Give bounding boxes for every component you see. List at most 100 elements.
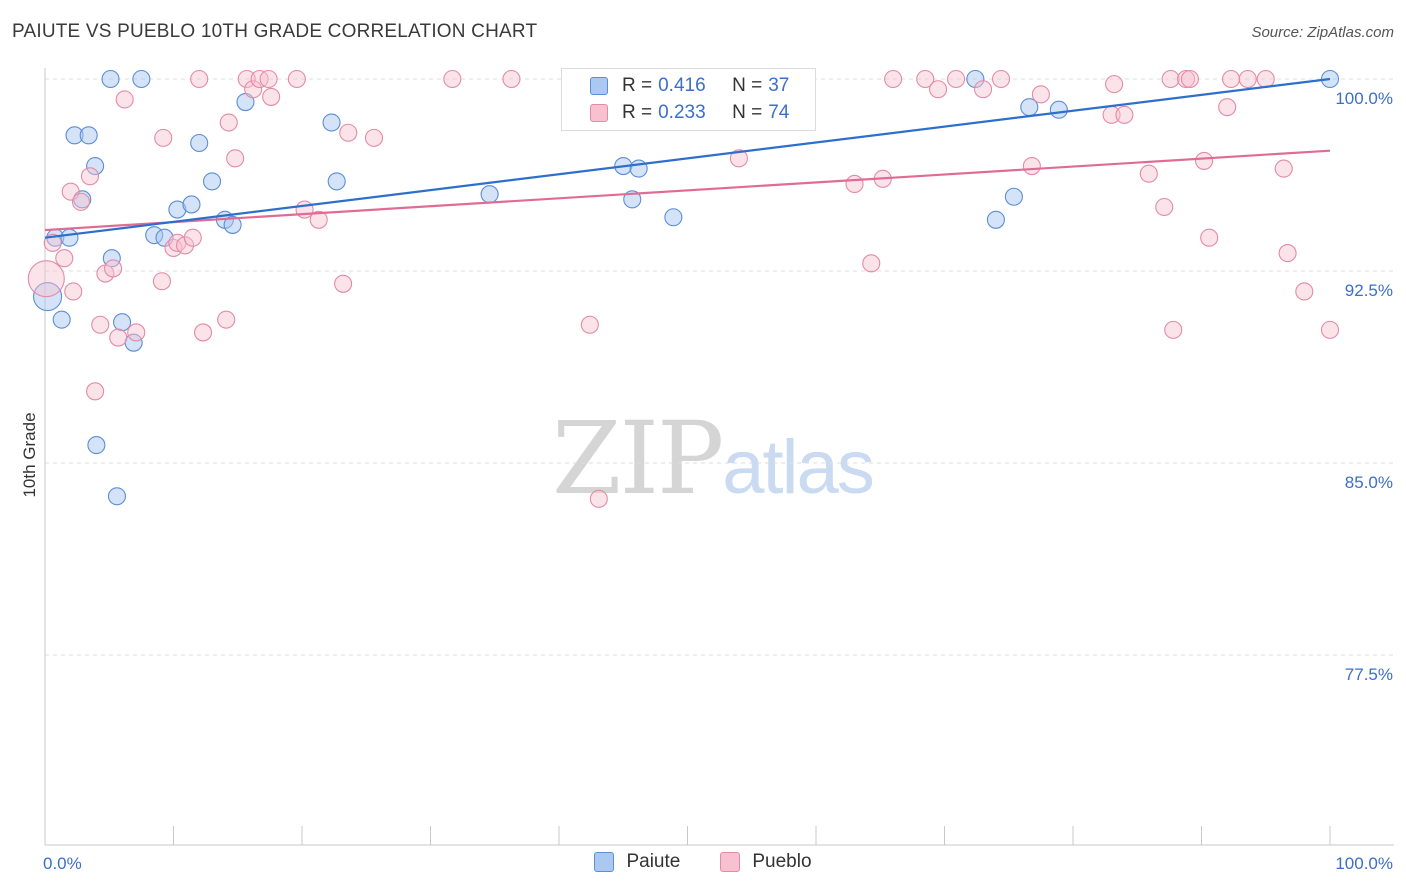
paiute-point (113, 313, 132, 332)
chart-title: PAIUTE VS PUEBLO 10TH GRADE CORRELATION … (12, 21, 538, 42)
pueblo-point (729, 149, 748, 168)
paiute-point (60, 228, 79, 247)
pueblo-r-value: 0.233 (658, 102, 706, 123)
paiute-point (480, 185, 499, 204)
pueblo-point (884, 69, 903, 89)
y-tick-label: 100.0% (1335, 89, 1393, 108)
pueblo-point (104, 259, 123, 278)
pueblo-point (1218, 98, 1237, 117)
x-tick-label-max: 100.0% (1335, 854, 1393, 873)
paiute-point (203, 172, 222, 191)
paiute-legend-label: Paiute (626, 851, 681, 872)
pueblo-point (127, 323, 146, 342)
legend-row-pueblo: R = 0.233 N = 74 (590, 100, 789, 126)
pueblo-point (91, 315, 110, 334)
pueblo-point (309, 210, 328, 229)
paiute-n-label: N = (732, 75, 763, 96)
paiute-swatch (590, 77, 608, 95)
x-tick-label-min: 0.0% (43, 854, 82, 873)
paiute-legend-swatch (594, 852, 615, 872)
paiute-point (87, 436, 106, 455)
paiute-point (322, 113, 341, 132)
paiute-point (107, 487, 127, 506)
paiute-point (52, 310, 71, 329)
pueblo-r-label: R = (622, 102, 653, 123)
pueblo-point (259, 69, 278, 89)
grid-lines (45, 78, 1394, 656)
pueblo-point (845, 174, 864, 194)
paiute-point (327, 172, 346, 191)
pueblo-point (109, 328, 128, 347)
pueblo-point (219, 113, 238, 132)
pueblo-legend-swatch (720, 852, 741, 872)
paiute-point (190, 133, 209, 153)
pueblo-point (217, 310, 236, 329)
pueblo-point (27, 260, 65, 298)
watermark: ZIPatlas (552, 400, 875, 517)
axes (44, 68, 1394, 846)
paiute-n-value: 37 (768, 75, 790, 96)
pueblo-point (55, 249, 74, 268)
y-tick-label: 77.5% (1345, 665, 1393, 684)
watermark-atlas: atlas (722, 425, 875, 510)
legend-row-paiute: R = 0.416 N = 37 (590, 73, 789, 99)
pueblo-point (183, 228, 202, 247)
pueblo-point (973, 80, 993, 99)
pueblo-point (287, 69, 306, 89)
y-tick-label: 92.5% (1345, 281, 1393, 300)
pueblo-point (194, 323, 213, 342)
paiute-r-label: R = (622, 75, 653, 96)
pueblo-point (43, 233, 62, 252)
pueblo-point (916, 69, 935, 89)
pueblo-point (947, 69, 966, 89)
pueblo-point (364, 128, 384, 147)
paiute-r-value: 0.416 (658, 75, 706, 96)
pueblo-point (226, 149, 245, 168)
pueblo-swatch (590, 104, 608, 122)
stats-legend: R = 0.416 N = 37 R = 0.233 N = 74 (561, 68, 816, 131)
pueblo-point (1031, 85, 1050, 104)
pueblo-point (1177, 69, 1196, 89)
paiute-point (86, 156, 105, 176)
paiute-point (79, 126, 98, 145)
pueblo-point (86, 382, 105, 401)
pueblo-point (1022, 156, 1041, 176)
pueblo-point (1115, 105, 1134, 124)
pueblo-point (154, 128, 173, 147)
pueblo-point (1161, 69, 1180, 89)
pueblo-point (443, 69, 462, 89)
paiute-point (223, 215, 242, 234)
paiute-trend-line (44, 77, 1331, 239)
pueblo-point (1164, 320, 1183, 339)
pueblo-point (991, 69, 1011, 89)
paiute-point (986, 210, 1005, 229)
pueblo-point (244, 80, 263, 99)
pueblo-point (176, 236, 195, 255)
watermark-zip: ZIP (552, 400, 724, 517)
paiute-point (1049, 100, 1068, 119)
pueblo-point (1278, 244, 1297, 263)
paiute-point (966, 69, 985, 89)
pueblo-point (1200, 228, 1219, 247)
pueblo-point (334, 274, 353, 293)
y-tick-label: 85.0% (1345, 473, 1393, 492)
trend-lines (44, 77, 1331, 239)
legend-item-pueblo: Pueblo (720, 851, 812, 873)
pueblo-point (862, 254, 881, 273)
pueblo-n-label: N = (732, 102, 763, 123)
pueblo-point (339, 123, 358, 142)
pueblo-point (502, 69, 521, 89)
pueblo-point (1274, 159, 1293, 178)
pueblo-point (589, 489, 608, 508)
pueblo-n-value: 74 (768, 102, 790, 123)
paiute-point (1004, 187, 1023, 206)
pueblo-point (71, 192, 91, 211)
pueblo-point (295, 200, 314, 219)
y-axis-label: 10th Grade (20, 412, 39, 498)
pueblo-point (929, 80, 948, 99)
pueblo-point (1180, 69, 1199, 89)
pueblo-point (64, 282, 83, 301)
pueblo-point (1105, 75, 1124, 94)
pueblo-point (1320, 320, 1340, 339)
